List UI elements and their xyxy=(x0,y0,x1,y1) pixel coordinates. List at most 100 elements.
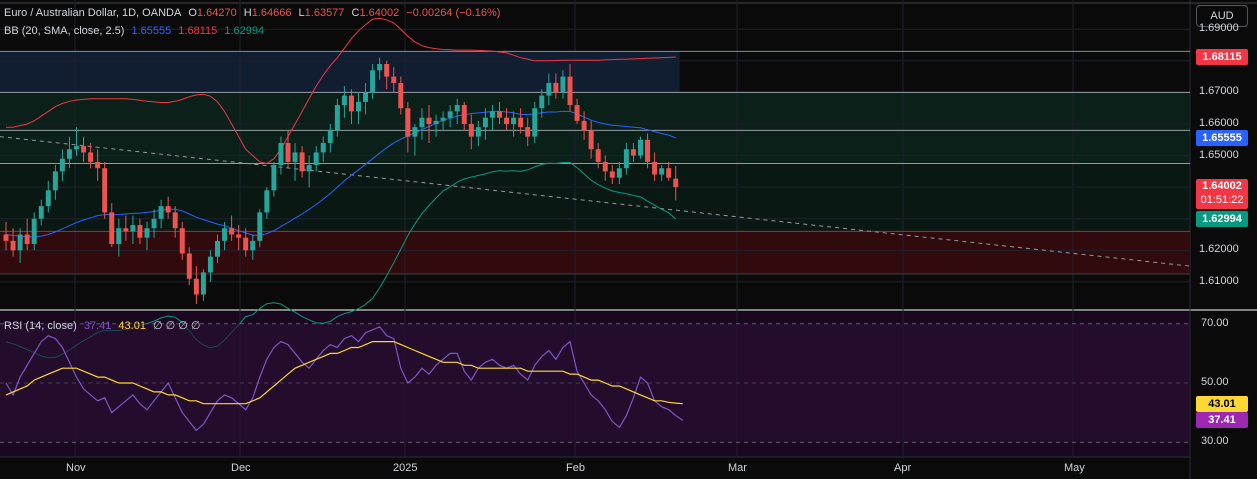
candle-body xyxy=(356,101,361,112)
candle-body xyxy=(38,206,44,219)
currency-button[interactable]: AUD xyxy=(1196,5,1248,27)
last-price-tag: 1.64002 01:51:22 xyxy=(1196,179,1248,210)
candle-body xyxy=(666,168,672,178)
candle-body xyxy=(81,146,87,153)
candle-body xyxy=(334,105,340,131)
candle-body xyxy=(363,92,369,102)
bb-legend[interactable]: BB (20, SMA, close, 2.5) 1.65555 1.68115… xyxy=(4,25,268,37)
rsi-tick-label: 50.00 xyxy=(1201,376,1229,389)
last-price-value: 1.64002 xyxy=(1202,180,1242,193)
candle-body xyxy=(447,111,453,118)
candle-body xyxy=(88,152,94,162)
candle-body xyxy=(10,240,16,251)
candle-body xyxy=(532,108,538,137)
zone-green xyxy=(0,92,1190,164)
candle-body xyxy=(518,117,524,128)
candle-body xyxy=(179,228,185,254)
candle-body xyxy=(45,190,51,207)
candle-body xyxy=(475,127,481,137)
candle-body xyxy=(398,82,404,109)
candle-body xyxy=(588,130,594,150)
candle-body xyxy=(384,64,390,77)
rsi-legend[interactable]: RSI (14, close) 37.41 43.01 ∅ ∅ ∅ ∅ xyxy=(4,319,205,332)
candle-body xyxy=(193,278,199,295)
candle-body xyxy=(257,212,263,241)
candle-body xyxy=(222,228,228,241)
candle-body xyxy=(215,240,220,257)
price-tick-label: 1.61000 xyxy=(1199,274,1239,287)
candle-body xyxy=(66,149,72,159)
candle-body xyxy=(229,228,235,235)
change-value: −0.00264 (−0.16%) xyxy=(406,7,501,19)
candle-body xyxy=(461,105,467,124)
candle-body xyxy=(440,117,446,121)
candle-body xyxy=(109,212,115,244)
high-value: 1.64666 xyxy=(251,7,292,19)
rsi-tick-label: 30.00 xyxy=(1201,435,1229,448)
bb-label: BB (20, SMA, close, 2.5) xyxy=(4,25,125,37)
candle-body xyxy=(123,228,129,232)
candle-body xyxy=(581,120,587,131)
candle-body xyxy=(116,228,122,244)
zone-red xyxy=(0,231,1190,274)
candle-body xyxy=(299,152,305,172)
rsi-tag: 37.41 xyxy=(1196,412,1248,429)
candle-body xyxy=(511,117,517,124)
candle-body xyxy=(504,117,510,124)
rsi-value: 37.41 xyxy=(83,320,112,332)
time-tick-label: Mar xyxy=(728,462,747,474)
candle-body xyxy=(546,82,552,96)
candle-body xyxy=(454,105,460,112)
bb-basis-tag: 1.65555 xyxy=(1196,130,1248,147)
candle-body xyxy=(74,146,79,150)
candle-body xyxy=(186,253,192,279)
rsi-ma-tag: 43.01 xyxy=(1196,395,1248,412)
candle-body xyxy=(158,206,164,219)
zone-green-low xyxy=(0,163,1190,232)
candle-body xyxy=(652,161,658,175)
candle-body xyxy=(3,234,9,241)
bb-basis-line xyxy=(5,110,676,238)
candle-body xyxy=(59,158,65,172)
candle-body xyxy=(24,234,30,244)
candle-body xyxy=(200,272,206,295)
candle-body xyxy=(151,218,157,229)
candle-body xyxy=(17,234,23,251)
low-value: 1.63577 xyxy=(304,7,345,19)
candle-body xyxy=(553,82,559,93)
time-tick-label: 2025 xyxy=(393,462,418,474)
price-tick-label: 1.65000 xyxy=(1199,148,1239,161)
candle-body xyxy=(659,168,665,175)
candle-body xyxy=(623,149,629,169)
candle-body xyxy=(278,142,284,166)
close-value: 1.64002 xyxy=(359,7,400,19)
candle-body xyxy=(609,171,615,178)
time-tick-label: Dec xyxy=(231,462,251,474)
candle-body xyxy=(207,256,213,273)
candle-body xyxy=(172,212,178,229)
candle-body xyxy=(468,124,474,137)
candle-body xyxy=(250,240,256,251)
time-tick-label: Feb xyxy=(566,462,585,474)
candle-body xyxy=(236,234,242,238)
candle-body xyxy=(165,206,171,213)
price-tick-label: 1.69000 xyxy=(1199,22,1239,35)
candle-body xyxy=(285,142,291,162)
candle-body xyxy=(630,149,636,156)
candle-body xyxy=(482,117,488,128)
rsi-tick-label: 70.00 xyxy=(1201,316,1229,329)
symbol-title[interactable]: Euro / Australian Dollar, 1D, OANDA xyxy=(4,7,182,19)
candle-body xyxy=(348,95,354,112)
countdown-timer: 01:51:22 xyxy=(1200,194,1244,207)
candle-body xyxy=(405,108,411,137)
bb-upper-tag: 1.68115 xyxy=(1196,49,1248,66)
candle-body xyxy=(525,127,531,137)
symbol-legend: Euro / Australian Dollar, 1D, OANDA O 1.6… xyxy=(4,7,504,19)
time-tick-label: Nov xyxy=(66,462,86,474)
candle-body xyxy=(292,152,298,162)
open-label: O xyxy=(188,7,197,19)
bb-upper-value: 1.68115 xyxy=(178,25,218,37)
bb-upper-line xyxy=(6,17,676,165)
